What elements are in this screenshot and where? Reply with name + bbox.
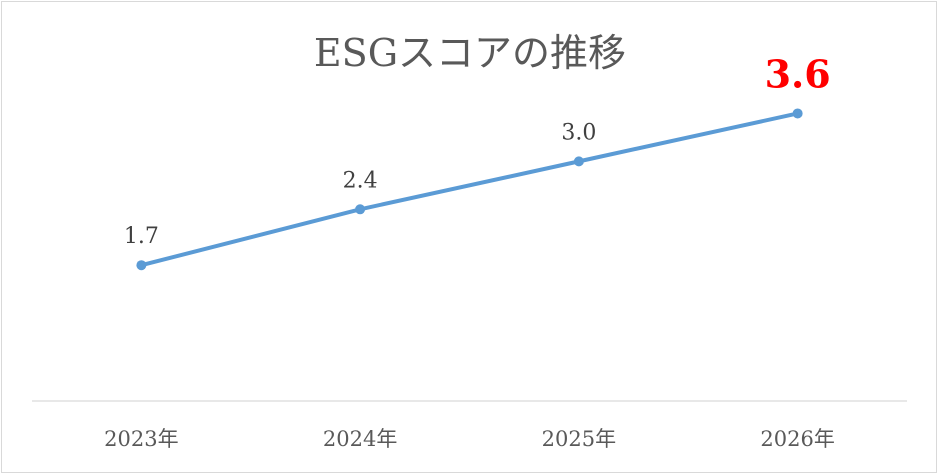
data-label: 3.0: [561, 120, 596, 145]
data-label: 3.6: [765, 51, 831, 96]
x-tick-label: 2025年: [542, 427, 616, 451]
data-point: [792, 108, 803, 119]
data-label-layer: 1.7 2.4 3.0 3.6: [124, 51, 831, 249]
data-label: 2.4: [343, 168, 378, 193]
chart-title: ESGスコアの推移: [314, 31, 626, 75]
x-tick-label: 2026年: [760, 427, 834, 451]
data-point: [136, 260, 147, 271]
data-point: [573, 156, 584, 167]
x-tick-label: 2024年: [323, 427, 397, 451]
x-tick-label: 2023年: [104, 427, 178, 451]
x-tick-layer: 2023年 2024年 2025年 2026年: [104, 427, 835, 451]
data-point: [355, 204, 366, 215]
data-label: 1.7: [124, 224, 159, 249]
series-line: [139, 111, 800, 268]
series-layer: [136, 108, 803, 271]
